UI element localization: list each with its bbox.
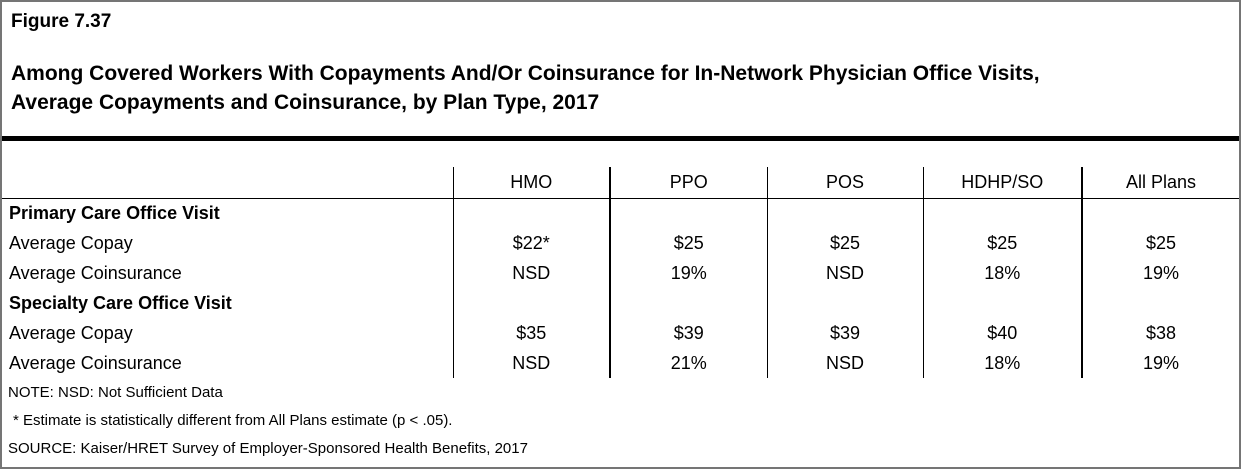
cell-pos: $39 (766, 318, 923, 348)
table-row-specialty-copay: Average Copay $35 $39 $39 $40 $38 (2, 318, 1239, 348)
cell-pos (766, 288, 923, 318)
row-label: Average Copay (9, 322, 133, 343)
row-label: Specialty Care Office Visit (9, 292, 232, 313)
row-label: Primary Care Office Visit (9, 202, 220, 223)
cell-pos: NSD (766, 348, 923, 378)
cell-all-plans: 19% (1081, 348, 1239, 378)
cell-pos: NSD (766, 258, 923, 288)
column-header-ppo: PPO (609, 167, 767, 199)
cell-pos: $25 (766, 228, 923, 258)
cell-hmo: $22* (452, 228, 610, 258)
table-row-primary-copay: Average Copay $22* $25 $25 $25 $25 (2, 228, 1239, 258)
title-divider-rule (2, 136, 1239, 141)
table-row-primary-care-section: Primary Care Office Visit (2, 198, 1239, 228)
cell-all-plans: $38 (1081, 318, 1239, 348)
cell-pos (766, 198, 923, 228)
corner-cell (2, 167, 453, 199)
plan-type-table: HMO PPO POS HDHP/SO All Plans Primary Ca… (2, 167, 1239, 378)
cell-hdhpso: $40 (922, 318, 1082, 348)
cell-hdhpso: 18% (922, 258, 1082, 288)
cell-all-plans: 19% (1081, 258, 1239, 288)
cell-hmo: NSD (452, 348, 610, 378)
cell-all-plans (1081, 198, 1239, 228)
cell-ppo: $39 (609, 318, 767, 348)
column-header-all-plans: All Plans (1081, 167, 1239, 199)
column-header-pos: POS (766, 167, 923, 199)
figure-title-line-1: Among Covered Workers With Copayments An… (11, 62, 1040, 85)
cell-hdhpso (922, 198, 1082, 228)
column-header-hdhpso: HDHP/SO (922, 167, 1082, 199)
figure-label: Figure 7.37 (11, 11, 112, 32)
asterisk-footnote-line: * Estimate is statistically different fr… (13, 412, 453, 429)
table-row-specialty-care-section: Specialty Care Office Visit (2, 288, 1239, 318)
cell-ppo (609, 288, 767, 318)
row-label: Average Coinsurance (9, 352, 182, 373)
figure-title: Among Covered Workers With Copayments An… (11, 59, 1239, 117)
note-line: NOTE: NSD: Not Sufficient Data (8, 384, 223, 401)
cell-ppo: $25 (609, 228, 767, 258)
cell-ppo (609, 198, 767, 228)
cell-hmo: NSD (452, 258, 610, 288)
cell-hmo: $35 (452, 318, 610, 348)
cell-all-plans: $25 (1081, 228, 1239, 258)
cell-hmo (452, 198, 610, 228)
table-row-specialty-coinsurance: Average Coinsurance NSD 21% NSD 18% 19% (2, 348, 1239, 378)
column-header-hmo: HMO (452, 167, 610, 199)
cell-hdhpso: $25 (922, 228, 1082, 258)
footnotes-block: NOTE: NSD: Not Sufficient Data * Estimat… (2, 379, 1239, 463)
cell-ppo: 21% (609, 348, 767, 378)
figure-title-line-2: Average Copayments and Coinsurance, by P… (11, 91, 600, 114)
row-label: Average Copay (9, 232, 133, 253)
row-label: Average Coinsurance (9, 262, 182, 283)
cell-hmo (452, 288, 610, 318)
table-row-primary-coinsurance: Average Coinsurance NSD 19% NSD 18% 19% (2, 258, 1239, 288)
source-line: SOURCE: Kaiser/HRET Survey of Employer-S… (8, 440, 528, 457)
cell-hdhpso (922, 288, 1082, 318)
cell-all-plans (1081, 288, 1239, 318)
header-row: HMO PPO POS HDHP/SO All Plans (2, 167, 1239, 199)
cell-ppo: 19% (609, 258, 767, 288)
cell-hdhpso: 18% (922, 348, 1082, 378)
